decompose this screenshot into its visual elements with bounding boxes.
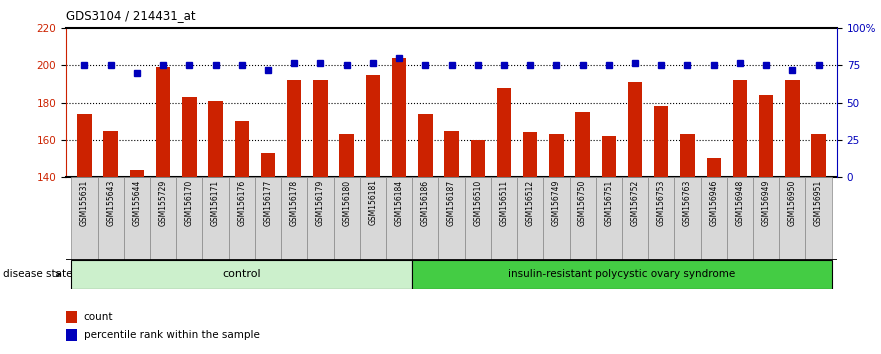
Text: GSM156951: GSM156951	[814, 179, 823, 226]
Text: GSM156749: GSM156749	[552, 179, 561, 226]
Text: insulin-resistant polycystic ovary syndrome: insulin-resistant polycystic ovary syndr…	[508, 269, 736, 279]
Text: GSM156511: GSM156511	[500, 179, 508, 225]
Bar	[314, 80, 328, 177]
Text: GSM156948: GSM156948	[736, 179, 744, 226]
Bar	[497, 88, 511, 177]
Bar	[707, 159, 721, 177]
Bar	[628, 82, 642, 177]
Bar	[339, 134, 354, 177]
Bar	[680, 134, 695, 177]
Text: count: count	[84, 312, 113, 322]
Text: GSM156187: GSM156187	[447, 179, 456, 225]
Bar	[654, 106, 669, 177]
Bar	[156, 67, 170, 177]
Text: GSM156949: GSM156949	[762, 179, 771, 226]
Text: GSM156750: GSM156750	[578, 179, 587, 226]
Text: GSM156180: GSM156180	[342, 179, 352, 225]
Bar	[602, 136, 616, 177]
Bar	[412, 260, 832, 289]
Bar	[444, 131, 459, 177]
Bar	[811, 134, 825, 177]
Bar	[753, 177, 780, 260]
Bar	[386, 177, 412, 260]
Bar	[366, 75, 380, 177]
Text: GSM155729: GSM155729	[159, 179, 167, 226]
Text: GSM156753: GSM156753	[656, 179, 666, 226]
Bar	[575, 112, 589, 177]
Bar	[439, 177, 464, 260]
Bar	[359, 177, 386, 260]
Bar	[307, 177, 334, 260]
Bar	[234, 121, 249, 177]
Bar	[674, 177, 700, 260]
Bar	[517, 177, 544, 260]
Bar	[596, 177, 622, 260]
Text: GSM156946: GSM156946	[709, 179, 718, 226]
Bar	[523, 132, 537, 177]
Bar	[287, 80, 301, 177]
Text: GDS3104 / 214431_at: GDS3104 / 214431_at	[66, 9, 196, 22]
Bar	[229, 177, 255, 260]
Bar	[491, 177, 517, 260]
Text: GSM156177: GSM156177	[263, 179, 272, 226]
Bar	[71, 260, 412, 289]
Text: control: control	[222, 269, 261, 279]
Bar	[261, 153, 275, 177]
Text: GSM156170: GSM156170	[185, 179, 194, 226]
Text: GSM155643: GSM155643	[106, 179, 115, 226]
Text: GSM156184: GSM156184	[395, 179, 403, 225]
Text: GSM155631: GSM155631	[80, 179, 89, 226]
Bar	[648, 177, 674, 260]
Bar	[103, 131, 118, 177]
Bar	[727, 177, 753, 260]
Bar	[334, 177, 359, 260]
Bar	[464, 177, 491, 260]
Bar	[549, 134, 564, 177]
Bar	[182, 97, 196, 177]
Bar	[208, 101, 223, 177]
Bar	[123, 177, 150, 260]
Text: GSM156512: GSM156512	[526, 179, 535, 225]
Text: GSM156510: GSM156510	[473, 179, 482, 226]
Bar	[780, 177, 805, 260]
Bar	[71, 177, 98, 260]
Text: GSM156752: GSM156752	[631, 179, 640, 226]
Bar	[203, 177, 229, 260]
Bar	[733, 80, 747, 177]
Bar	[470, 140, 485, 177]
Bar	[98, 177, 123, 260]
Bar	[805, 177, 832, 260]
Text: percentile rank within the sample: percentile rank within the sample	[84, 330, 260, 339]
Text: GSM156178: GSM156178	[290, 179, 299, 225]
Bar	[255, 177, 281, 260]
Text: GSM156181: GSM156181	[368, 179, 377, 225]
Bar	[418, 114, 433, 177]
Text: GSM156950: GSM156950	[788, 179, 797, 226]
Bar	[150, 177, 176, 260]
Text: GSM156179: GSM156179	[316, 179, 325, 226]
Bar	[412, 177, 439, 260]
Bar	[130, 170, 144, 177]
Text: GSM156171: GSM156171	[211, 179, 220, 225]
Text: GSM156751: GSM156751	[604, 179, 613, 226]
Text: disease state: disease state	[3, 269, 72, 279]
Bar	[78, 114, 92, 177]
Text: GSM156176: GSM156176	[237, 179, 247, 226]
Bar	[759, 95, 774, 177]
Bar	[569, 177, 596, 260]
Bar	[176, 177, 203, 260]
Text: GSM155644: GSM155644	[132, 179, 141, 226]
Bar	[544, 177, 569, 260]
Text: GSM156186: GSM156186	[421, 179, 430, 225]
Bar	[785, 80, 800, 177]
Text: GSM156763: GSM156763	[683, 179, 692, 226]
Bar	[392, 58, 406, 177]
Bar	[281, 177, 307, 260]
Bar	[622, 177, 648, 260]
Bar	[700, 177, 727, 260]
